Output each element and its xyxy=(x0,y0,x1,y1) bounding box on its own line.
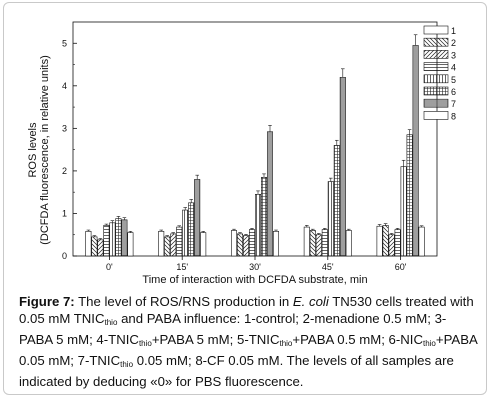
bar-series-5-0 xyxy=(109,222,116,257)
x-tick-label: 0' xyxy=(106,262,113,272)
bar-series-2-1 xyxy=(164,236,171,257)
bar-series-4-0 xyxy=(103,225,110,257)
bar-series-5-3 xyxy=(327,181,334,257)
bar-series-3-4 xyxy=(388,234,395,257)
x-tick-label: 45' xyxy=(322,262,334,272)
legend-swatch-3 xyxy=(423,50,449,59)
y-axis-label-detail: (DCFDA fluorescence, in relative units) xyxy=(39,55,51,245)
bar-series-1-3 xyxy=(303,226,310,257)
y-tick-label: 4 xyxy=(62,81,67,91)
bar-series-6-3 xyxy=(333,145,340,257)
legend-swatch-4 xyxy=(423,62,449,71)
bar-series-8-2 xyxy=(272,231,279,257)
legend-label-5: 5 xyxy=(451,75,456,85)
y-axis-label: ROS levels xyxy=(27,122,39,178)
bar-series-4-3 xyxy=(321,229,328,257)
legend-swatch-7 xyxy=(423,98,449,108)
y-tick-label: 0 xyxy=(62,251,67,261)
bar-series-2-4 xyxy=(382,225,389,257)
bar-series-4-2 xyxy=(249,229,256,257)
bar-series-5-1 xyxy=(182,209,189,257)
figure-label: Figure 7: xyxy=(19,294,75,309)
bar-series-2-2 xyxy=(237,233,244,257)
bar-series-2-0 xyxy=(91,236,98,257)
bar-series-1-0 xyxy=(85,231,92,257)
y-tick-label: 3 xyxy=(62,123,67,133)
bar-series-7-1 xyxy=(194,179,201,257)
bar-series-7-4 xyxy=(412,45,419,257)
bar-series-4-4 xyxy=(394,229,401,257)
x-tick-label: 15' xyxy=(176,262,188,272)
bar-series-6-2 xyxy=(260,176,267,257)
legend-label-6: 6 xyxy=(451,87,456,97)
bar-series-8-1 xyxy=(200,232,207,257)
bar-series-6-4 xyxy=(406,134,413,257)
legend-label-7: 7 xyxy=(451,99,456,109)
plot-area: 0 1 2 3 4 5 0' 15' 30' 45' 60' xyxy=(62,21,438,272)
x-tick-label: 30' xyxy=(249,262,261,272)
legend: 1 2 3 4 5 6 7 8 xyxy=(423,25,456,121)
bar-series-8-0 xyxy=(127,232,134,257)
bar-series-7-3 xyxy=(339,77,346,257)
y-tick-label: 5 xyxy=(62,38,67,48)
bar-series-5-2 xyxy=(255,194,262,257)
figure-caption: Figure 7: The level of ROS/RNS productio… xyxy=(19,294,478,389)
bar-series-2-3 xyxy=(309,230,316,257)
organism-name: E. coli xyxy=(292,294,329,309)
y-tick-label: 1 xyxy=(62,208,67,218)
legend-swatch-6 xyxy=(423,86,449,96)
x-axis-label: Time of interaction with DCFDA substrate… xyxy=(142,274,367,286)
legend-swatch-2 xyxy=(423,37,449,47)
bar-series-3-3 xyxy=(315,234,322,257)
bar-series-1-1 xyxy=(158,231,165,257)
legend-label-4: 4 xyxy=(451,63,456,73)
legend-label-3: 3 xyxy=(451,50,456,60)
y-tick-label: 2 xyxy=(62,166,67,176)
bar-series-3-1 xyxy=(170,233,177,257)
bar-series-3-0 xyxy=(97,239,104,257)
bar-series-8-3 xyxy=(345,230,352,257)
legend-swatch-5 xyxy=(423,74,449,84)
bar-series-7-0 xyxy=(121,219,128,257)
x-tick-label: 60' xyxy=(395,262,407,272)
bar-chart: 0 1 2 3 4 5 0' 15' 30' 45' 60' ROS levels (DCFDA f… xyxy=(27,21,456,286)
legend-swatch-8 xyxy=(423,111,449,120)
bar-series-7-2 xyxy=(266,131,273,257)
bar-series-4-1 xyxy=(176,226,183,257)
bar-series-6-0 xyxy=(115,218,122,257)
bar-series-3-2 xyxy=(243,235,250,257)
bar-series-8-4 xyxy=(418,226,425,257)
legend-label-2: 2 xyxy=(451,38,456,48)
bar-series-1-4 xyxy=(376,225,383,257)
bar-series-5-4 xyxy=(400,166,407,257)
legend-swatch-1 xyxy=(423,25,449,35)
bar-series-1-2 xyxy=(231,230,238,257)
legend-label-1: 1 xyxy=(451,26,456,36)
legend-label-8: 8 xyxy=(451,111,456,121)
bar-series-6-1 xyxy=(188,202,195,257)
